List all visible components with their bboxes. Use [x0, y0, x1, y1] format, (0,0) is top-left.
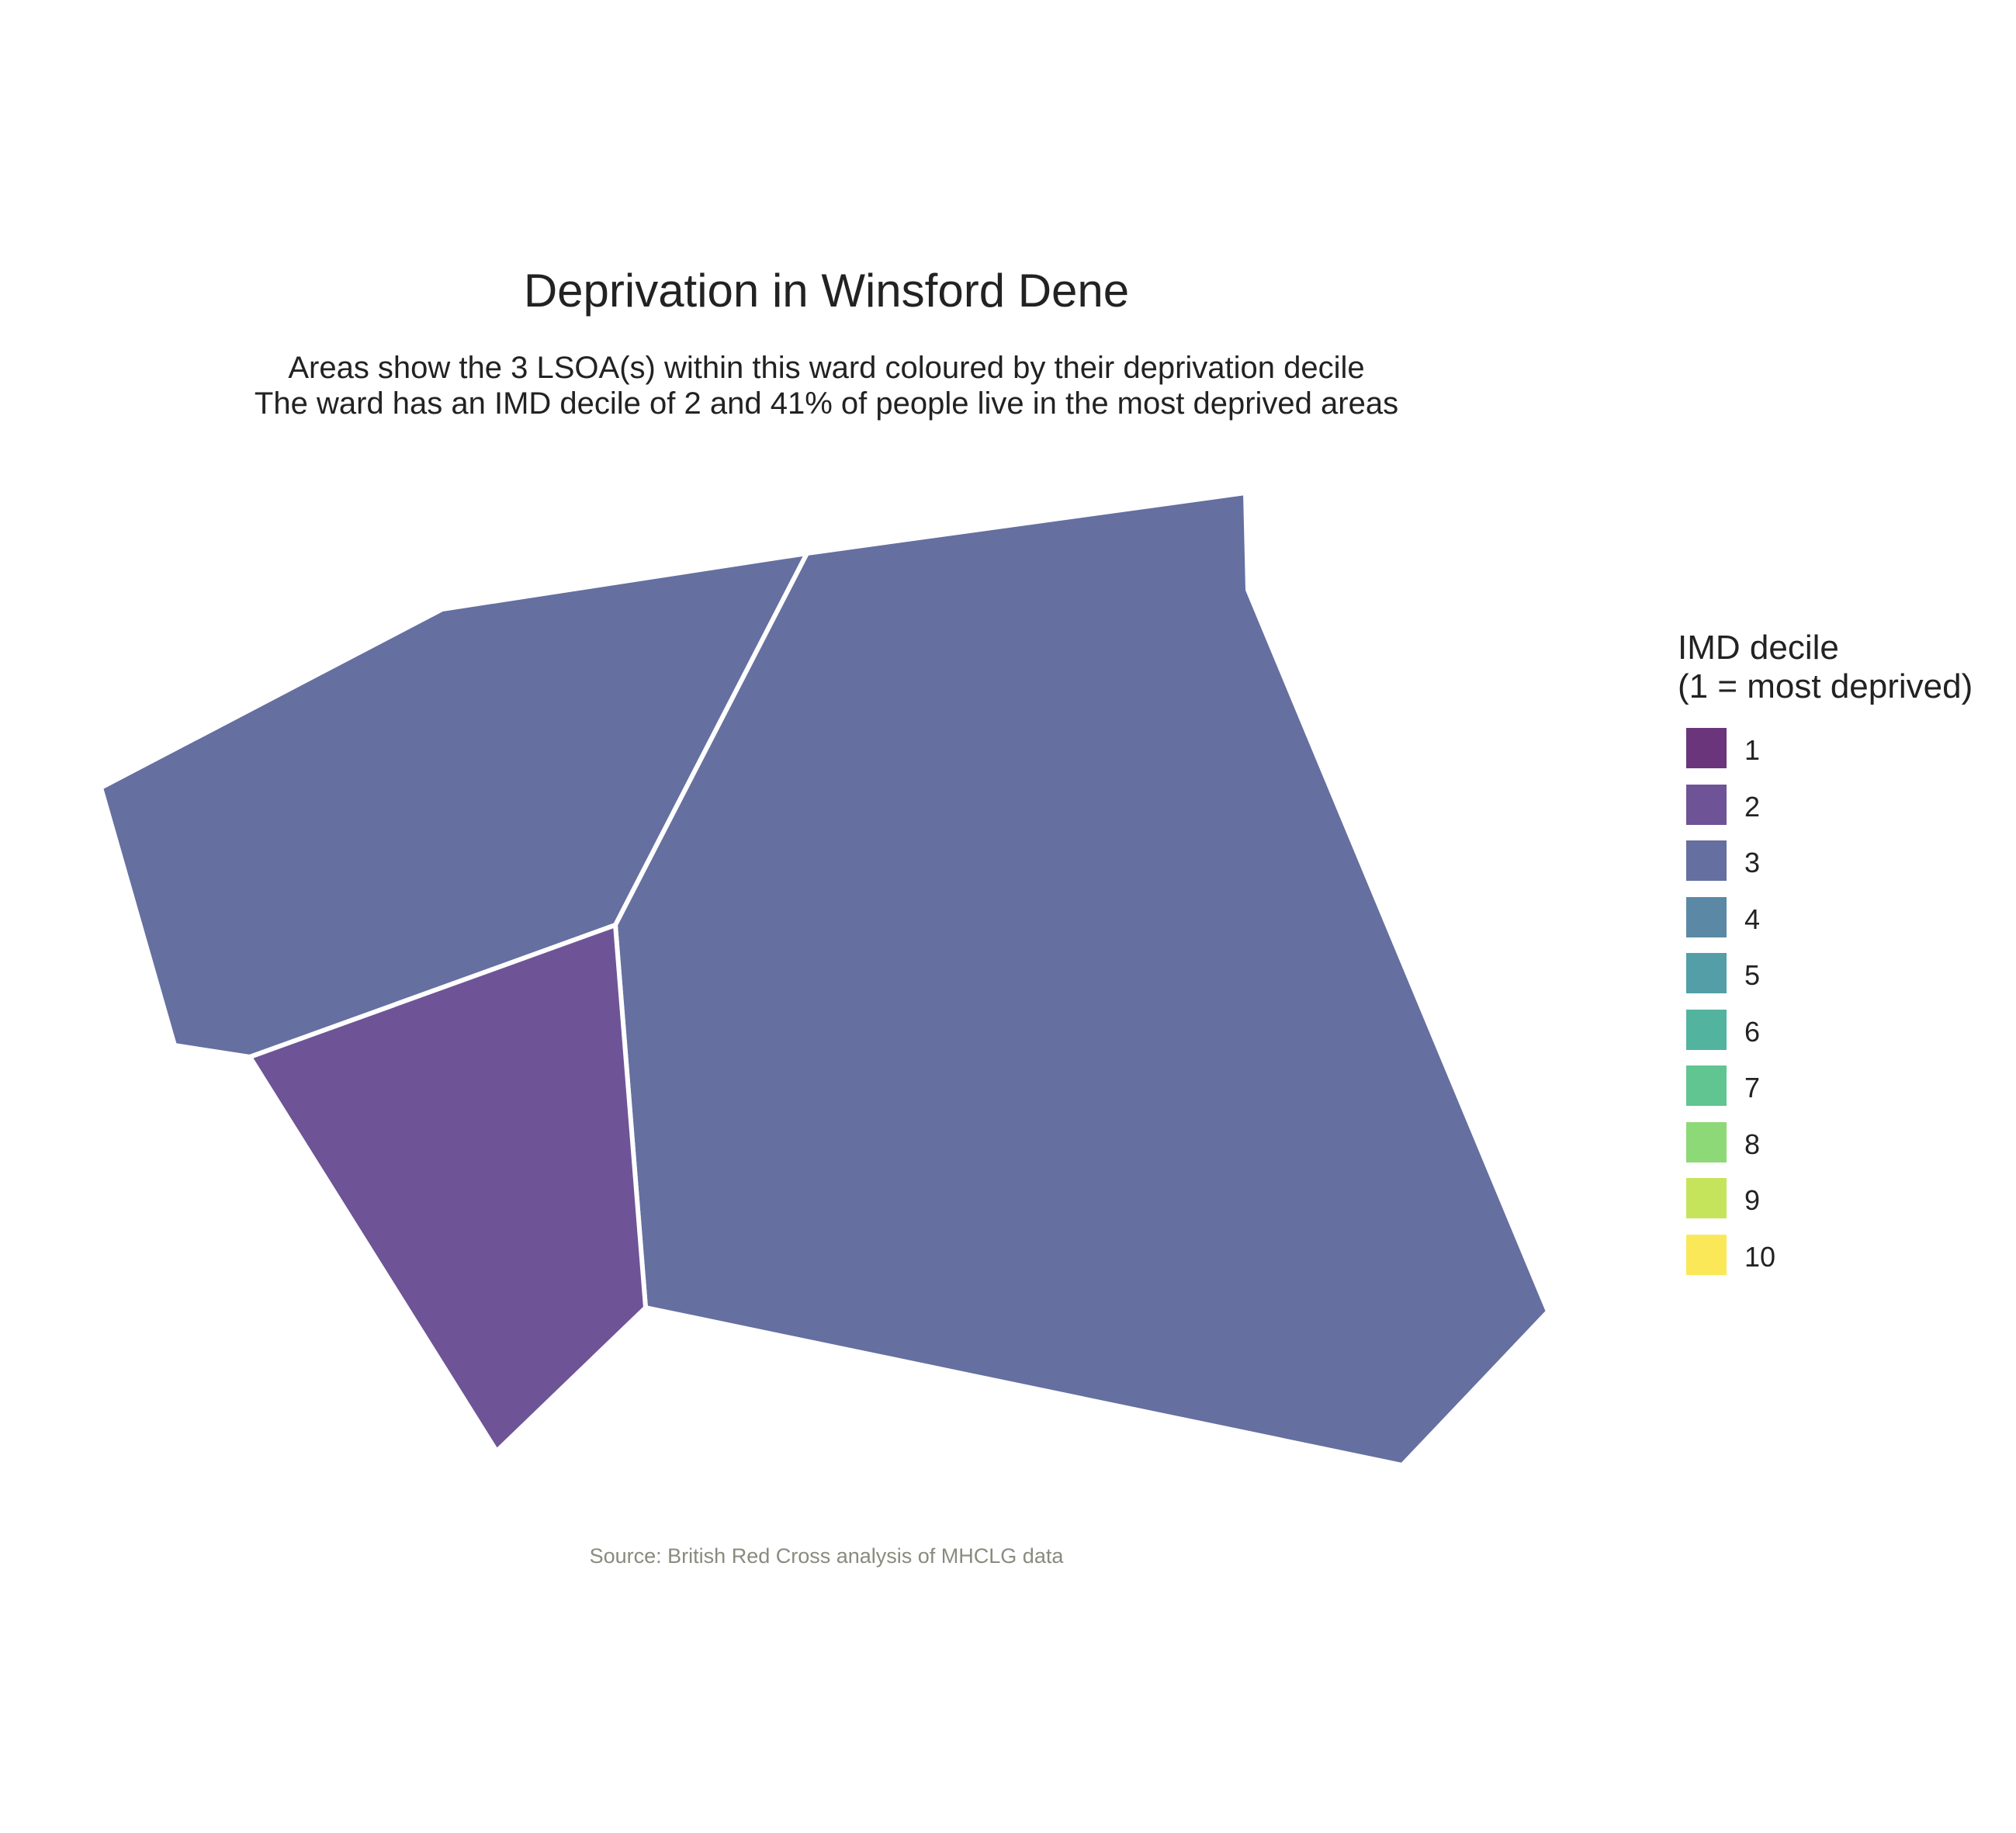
legend-item-2: 2 — [1678, 784, 1973, 841]
legend-label: 8 — [1744, 1128, 1761, 1160]
legend-items: 1 2 3 4 5 6 7 8 9 10 — [1678, 728, 1973, 1291]
legend-label: 10 — [1744, 1240, 1776, 1273]
map-subtitle-line-2: The ward has an IMD decile of 2 and 41% … — [254, 386, 1399, 421]
legend-item-7: 7 — [1678, 1065, 1973, 1122]
legend-label: 6 — [1744, 1015, 1761, 1048]
legend-label: 3 — [1744, 847, 1761, 878]
legend-item-9: 9 — [1678, 1178, 1973, 1235]
legend-swatch — [1686, 1065, 1727, 1106]
legend-item-5: 5 — [1678, 953, 1973, 1010]
legend-label: 7 — [1744, 1072, 1761, 1104]
lsoa-area-south-west[interactable] — [248, 923, 648, 1454]
legend-item-6: 6 — [1678, 1009, 1973, 1066]
legend-swatch — [1686, 1009, 1727, 1050]
legend: IMD decile (1 = most deprived) 1 2 3 4 5 6 7 8 9… — [1678, 629, 1973, 1291]
map-title: Deprivation in Winsford Dene — [523, 265, 1130, 317]
legend-swatch — [1686, 1121, 1727, 1163]
legend-item-3: 3 — [1678, 840, 1973, 897]
map-subtitle-line-1: Areas show the 3 LSOA(s) within this war… — [288, 351, 1365, 385]
legend-label: 2 — [1744, 790, 1761, 823]
legend-title: IMD decile (1 = most deprived) — [1678, 629, 1973, 706]
source-caption: Source: British Red Cross analysis of MH… — [589, 1544, 1064, 1568]
legend-swatch — [1686, 1178, 1727, 1218]
legend-swatch — [1686, 840, 1727, 881]
legend-item-4: 4 — [1678, 896, 1973, 954]
legend-title-line-2: (1 = most deprived) — [1678, 667, 1973, 705]
legend-swatch — [1686, 784, 1727, 825]
legend-label: 9 — [1744, 1184, 1761, 1216]
legend-swatch — [1686, 953, 1727, 993]
legend-label: 4 — [1744, 903, 1761, 935]
legend-label: 5 — [1744, 959, 1761, 991]
legend-swatch — [1686, 728, 1727, 768]
legend-item-10: 10 — [1678, 1234, 1973, 1291]
legend-item-1: 1 — [1678, 728, 1973, 785]
legend-title-line-1: IMD decile — [1678, 629, 1839, 667]
legend-swatch — [1686, 896, 1727, 937]
legend-item-8: 8 — [1678, 1121, 1973, 1179]
legend-swatch — [1686, 1234, 1727, 1275]
legend-label: 1 — [1744, 734, 1761, 766]
